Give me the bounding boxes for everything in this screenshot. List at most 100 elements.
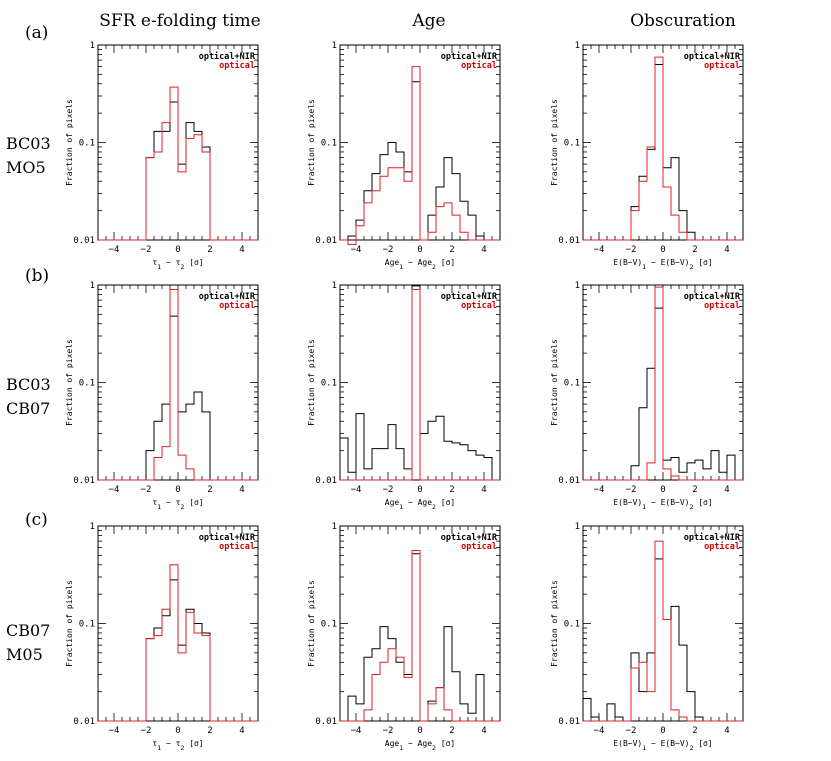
x-tick-label: 2 (692, 245, 697, 255)
y-tick-label: 0.01 (73, 236, 95, 246)
legend-optical-nir: optical+NIR (199, 291, 256, 302)
series-optical-line (340, 288, 500, 481)
x-tick-label: 0 (417, 485, 422, 495)
y-tick-label: 1 (90, 522, 95, 532)
x-tick-label: −4 (351, 245, 362, 255)
x-tick-label: −4 (109, 245, 120, 255)
x-tick-label: 4 (239, 485, 244, 495)
legend-optical: optical (219, 60, 255, 71)
panel-0-1: 0.01 0.1 1 −4 −2 0 2 4 Age1 − Age2 [σ] Fraction o… (307, 41, 501, 271)
x-tick-label: −4 (109, 485, 120, 495)
x-tick-label: 2 (692, 726, 697, 736)
row-label-a-line2: MO5 (6, 158, 46, 177)
legend-optical-nir: optical+NIR (199, 532, 256, 543)
x-tick-label: 2 (207, 245, 212, 255)
legend-optical: optical (704, 541, 740, 552)
y-tick-label: 0.01 (73, 717, 95, 727)
y-tick-label: 1 (575, 522, 580, 532)
row-label-b-line1: BC03 (6, 375, 51, 394)
x-tick-label: −4 (594, 726, 605, 736)
series-optical-line (98, 288, 258, 481)
y-axis-label: Fraction of pixels (550, 99, 559, 186)
y-axis-label: Fraction of pixels (65, 99, 74, 186)
row-letter-a: (a) (25, 23, 48, 43)
y-tick-label: 1 (332, 522, 337, 532)
x-axis-label: Age1 − Age2 [σ] (385, 739, 455, 752)
column-title-sfr: SFR e-folding time (99, 11, 260, 31)
y-tick-label: 0.01 (73, 476, 95, 486)
y-axis-label: Fraction of pixels (550, 339, 559, 426)
panel-1-1: 0.01 0.1 1 −4 −2 0 2 4 Age1 − Age2 [σ] Fraction o… (307, 281, 501, 511)
x-tick-label: −2 (626, 245, 637, 255)
legend-optical: optical (461, 60, 497, 71)
x-tick-label: 2 (207, 485, 212, 495)
x-tick-label: 4 (724, 726, 729, 736)
panel-2-1: 0.01 0.1 1 −4 −2 0 2 4 Age1 − Age2 [σ] Fraction o… (307, 522, 501, 752)
x-tick-label: −4 (594, 245, 605, 255)
x-tick-label: 4 (239, 245, 244, 255)
x-axis-label: τ1 − τ2 [σ] (152, 258, 203, 271)
legend-optical-nir: optical+NIR (441, 51, 498, 62)
legend-optical: optical (219, 300, 255, 311)
panel-2-2: 0.01 0.1 1 −4 −2 0 2 4 E(B−V)1 − E(B−V)2 [σ] Frac… (550, 522, 744, 752)
x-tick-label: 4 (239, 726, 244, 736)
x-axis-label: E(B−V)1 − E(B−V)2 [σ] (613, 739, 712, 752)
y-tick-label: 0.01 (315, 476, 337, 486)
panel-0-2: 0.01 0.1 1 −4 −2 0 2 4 E(B−V)1 − E(B−V)2 [σ] Frac… (550, 41, 744, 271)
x-tick-label: −2 (626, 485, 637, 495)
x-tick-label: −2 (626, 726, 637, 736)
panel-1-0: 0.01 0.1 1 −4 −2 0 2 4 τ1 − τ2 [σ] Fraction of pi… (65, 281, 259, 511)
x-tick-label: 2 (207, 726, 212, 736)
legend-optical: optical (219, 541, 255, 552)
y-axis-label: Fraction of pixels (65, 580, 74, 667)
x-axis-label: Age1 − Age2 [σ] (385, 258, 455, 271)
x-tick-label: 0 (175, 485, 180, 495)
legend-optical-nir: optical+NIR (199, 51, 256, 62)
y-tick-label: 0.1 (321, 379, 337, 389)
y-tick-label: 0.1 (321, 620, 337, 630)
y-tick-label: 0.1 (79, 139, 95, 149)
y-tick-label: 1 (575, 41, 580, 51)
panel-grid: 0.01 0.1 1 −4 −2 0 2 4 τ1 − τ2 [σ] Fraction of pi… (65, 41, 744, 752)
x-axis-label: τ1 − τ2 [σ] (152, 739, 203, 752)
series-optical-line (583, 286, 743, 481)
x-tick-label: 0 (417, 726, 422, 736)
x-axis-label: Age1 − Age2 [σ] (385, 498, 455, 511)
y-tick-label: 0.01 (558, 717, 580, 727)
row-label-c-line1: CB07 (6, 621, 50, 640)
x-tick-label: 0 (417, 245, 422, 255)
legend-optical: optical (461, 541, 497, 552)
x-tick-label: 4 (481, 726, 486, 736)
row-label-c-line2: M05 (6, 645, 43, 664)
legend-optical: optical (461, 300, 497, 311)
y-tick-label: 0.1 (564, 139, 580, 149)
x-tick-label: 0 (660, 726, 665, 736)
x-tick-label: −2 (383, 485, 394, 495)
panel-0-0: 0.01 0.1 1 −4 −2 0 2 4 τ1 − τ2 [σ] Fraction of pi… (65, 41, 259, 271)
y-axis-label: Fraction of pixels (307, 99, 316, 186)
x-axis-label: E(B−V)1 − E(B−V)2 [σ] (613, 258, 712, 271)
y-axis-label: Fraction of pixels (550, 580, 559, 667)
y-tick-label: 0.1 (564, 379, 580, 389)
x-tick-label: −4 (594, 485, 605, 495)
x-tick-label: −4 (351, 485, 362, 495)
x-tick-label: 4 (481, 245, 486, 255)
legend-optical: optical (704, 300, 740, 311)
y-tick-label: 0.1 (79, 379, 95, 389)
y-tick-label: 0.01 (315, 236, 337, 246)
x-tick-label: −2 (141, 485, 152, 495)
series-optical-line (583, 540, 743, 722)
y-axis-label: Fraction of pixels (65, 339, 74, 426)
y-tick-label: 0.1 (564, 620, 580, 630)
row-letter-c: (c) (25, 510, 48, 530)
y-tick-label: 0.01 (558, 236, 580, 246)
panel-2-0: 0.01 0.1 1 −4 −2 0 2 4 τ1 − τ2 [σ] Fraction of pi… (65, 522, 259, 752)
row-letter-b: (b) (25, 266, 49, 286)
x-tick-label: −2 (383, 726, 394, 736)
x-tick-label: −4 (109, 726, 120, 736)
series-optical-line (98, 564, 258, 722)
y-tick-label: 1 (332, 281, 337, 291)
legend-optical-nir: optical+NIR (684, 532, 741, 543)
y-tick-label: 1 (332, 41, 337, 51)
x-tick-label: 4 (724, 245, 729, 255)
